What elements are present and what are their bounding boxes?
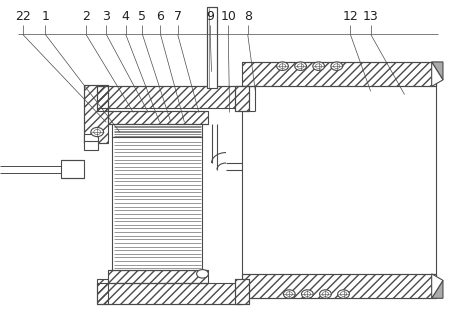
Text: 5: 5 bbox=[138, 10, 146, 23]
Bar bbox=[241, 62, 435, 86]
Bar bbox=[235, 86, 248, 111]
Bar bbox=[112, 124, 202, 137]
Bar bbox=[108, 270, 207, 283]
Text: 4: 4 bbox=[121, 10, 129, 23]
Bar bbox=[108, 111, 207, 124]
Bar bbox=[84, 141, 97, 150]
Text: 12: 12 bbox=[342, 10, 357, 23]
Bar bbox=[235, 279, 248, 304]
Bar bbox=[97, 86, 241, 108]
Bar bbox=[206, 7, 216, 88]
Bar bbox=[97, 279, 108, 304]
Circle shape bbox=[330, 62, 342, 70]
Text: 10: 10 bbox=[220, 10, 236, 23]
Polygon shape bbox=[431, 274, 442, 298]
Text: 8: 8 bbox=[243, 10, 251, 23]
Polygon shape bbox=[431, 62, 442, 80]
Bar bbox=[235, 86, 248, 111]
Circle shape bbox=[319, 290, 331, 298]
Text: 7: 7 bbox=[173, 10, 181, 23]
Circle shape bbox=[91, 127, 103, 137]
Bar bbox=[235, 279, 248, 304]
Text: 1: 1 bbox=[41, 10, 49, 23]
Circle shape bbox=[294, 62, 306, 70]
Bar bbox=[84, 134, 97, 142]
Polygon shape bbox=[431, 280, 442, 298]
Text: 22: 22 bbox=[15, 10, 30, 23]
Bar bbox=[241, 274, 435, 298]
Circle shape bbox=[276, 62, 288, 70]
Text: 3: 3 bbox=[102, 10, 110, 23]
Text: 13: 13 bbox=[362, 10, 377, 23]
Circle shape bbox=[312, 62, 324, 70]
Bar bbox=[97, 86, 108, 111]
Text: 6: 6 bbox=[156, 10, 164, 23]
Text: 2: 2 bbox=[82, 10, 90, 23]
Bar bbox=[97, 283, 241, 304]
Text: 9: 9 bbox=[206, 10, 214, 23]
Circle shape bbox=[196, 270, 208, 278]
Polygon shape bbox=[431, 62, 442, 86]
Circle shape bbox=[301, 290, 313, 298]
Bar bbox=[112, 137, 202, 270]
Bar bbox=[83, 85, 108, 143]
Circle shape bbox=[337, 290, 349, 298]
Bar bbox=[61, 160, 83, 178]
Circle shape bbox=[283, 290, 295, 298]
